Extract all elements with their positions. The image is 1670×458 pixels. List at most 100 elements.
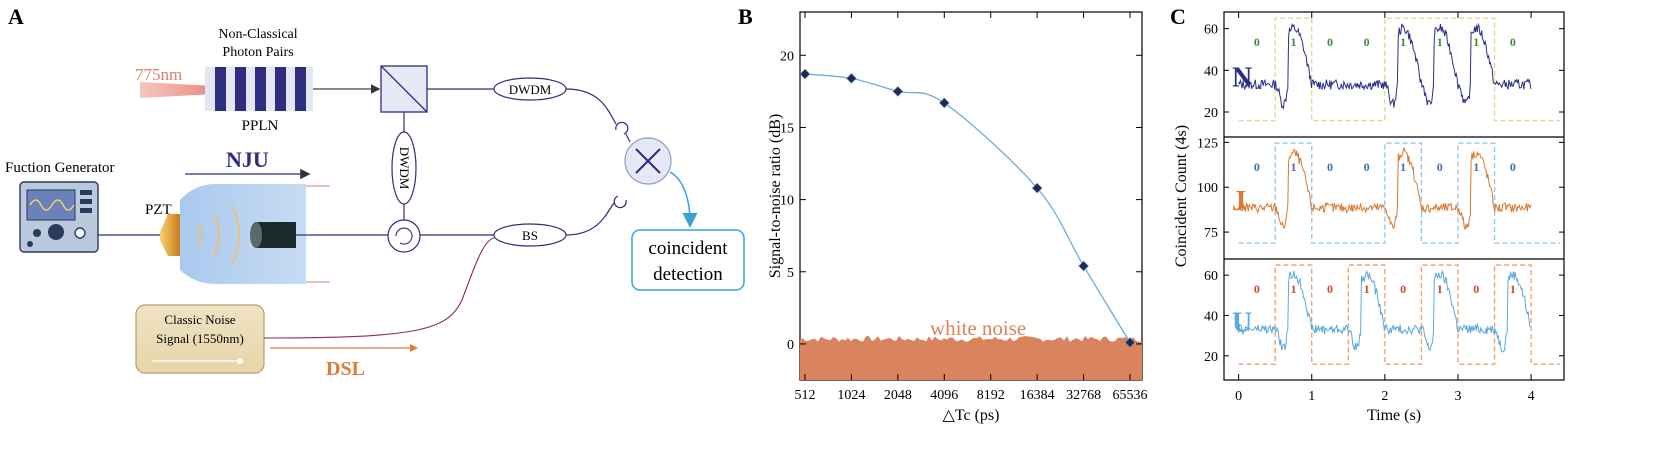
nju-label: NJU	[226, 147, 269, 172]
fiber-bs-detector2	[565, 202, 615, 236]
panel-label-b: B	[738, 4, 753, 29]
row-u: 20 40 60 0 1 0 1 0 1 0 1 U	[1204, 264, 1564, 365]
noise-label-line2: Signal (1550nm)	[156, 331, 244, 346]
bit-label: 1	[1290, 160, 1296, 174]
bit-label: 1	[1437, 282, 1443, 296]
signal-trace	[1238, 147, 1532, 230]
function-generator	[19, 181, 99, 253]
bit-label: 0	[1254, 35, 1260, 49]
x-tick-label: 4096	[930, 388, 958, 403]
ppln-crystal	[205, 67, 313, 111]
y-tick-label: 125	[1197, 136, 1218, 151]
y-tick-label: 0	[787, 338, 794, 353]
bit-label: 0	[1327, 160, 1333, 174]
snr-data-point	[938, 97, 950, 109]
y-tick-label: 60	[1204, 269, 1218, 284]
panel-b: B 512 1024 2048 4096 8192 16384 32768 65536 0 5 10…	[738, 4, 1148, 424]
x-tick-label: 32768	[1066, 388, 1101, 403]
panel-label-c: C	[1170, 4, 1186, 29]
x-tick-label: 1024	[837, 388, 865, 403]
dwdm-vertical: DWDM	[391, 131, 417, 205]
bit-label: 1	[1364, 282, 1370, 296]
snr-data-point	[892, 85, 904, 97]
detection-arrow	[669, 171, 698, 228]
chart-b-ylabel: Signal-to-noise ratio (dB)	[767, 114, 784, 278]
ppln-label: PPLN	[242, 118, 279, 134]
bit-envelope	[1238, 264, 1561, 365]
white-noise-band	[800, 335, 1142, 380]
x-tick-label: 65536	[1113, 388, 1148, 403]
x-tick-label: 1	[1308, 389, 1315, 404]
bit-label: 0	[1400, 282, 1406, 296]
bit-label: 1	[1400, 160, 1406, 174]
y-tick-label: 20	[1204, 350, 1218, 365]
snr-markers	[799, 68, 1136, 348]
y-tick-label: 40	[1204, 64, 1218, 79]
y-tick-label: 20	[1204, 106, 1218, 121]
snr-data-point	[1078, 260, 1089, 272]
bit-label: 1	[1473, 35, 1479, 49]
white-noise-annotation: white noise	[930, 316, 1026, 340]
signal-trace	[1238, 22, 1532, 111]
function-generator-label: Fuction Generator	[5, 160, 115, 176]
bit-label: 1	[1400, 35, 1406, 49]
chart-c-ylabel: Coincident Count (4s)	[1173, 125, 1190, 267]
detection-label-line2: detection	[653, 264, 723, 285]
x-tick-label: 2	[1381, 389, 1388, 404]
bit-envelope	[1238, 17, 1561, 122]
chart-c-xticks: 0 1 2 3 4	[1235, 12, 1535, 404]
signal-trace	[1238, 270, 1532, 353]
x-tick-label: 8192	[977, 388, 1005, 403]
chart-b-xlabel: △Tc (ps)	[943, 407, 1000, 424]
x-tick-label: 4	[1528, 389, 1535, 404]
detector-apd-1	[615, 121, 629, 135]
snr-data-point	[799, 68, 811, 80]
white-noise-fill	[800, 335, 1142, 380]
coincidence-multiplier	[624, 137, 672, 185]
sound-wave-3	[231, 205, 240, 265]
bit-label: 1	[1473, 160, 1479, 174]
bit-label: 0	[1364, 35, 1370, 49]
chart-c-xlabel: Time (s)	[1367, 407, 1421, 424]
circulator	[387, 219, 421, 253]
pzt-element	[160, 214, 180, 256]
resonator-horn	[180, 184, 306, 284]
noise-label-line1: Classic Noise	[164, 312, 235, 327]
bit-envelope	[1238, 142, 1561, 244]
coincident-detection-box: coincident detection	[631, 229, 745, 291]
y-tick-label: 5	[787, 266, 794, 281]
x-tick-label: 16384	[1020, 388, 1055, 403]
bit-label: 0	[1254, 160, 1260, 174]
snr-data-point	[1031, 182, 1043, 194]
beam-splitter-cube	[380, 65, 428, 113]
classic-noise-box: Classic Noise Signal (1550nm)	[135, 304, 265, 374]
pzt-label: PZT	[145, 202, 172, 218]
dsl-label: DSL	[326, 358, 365, 380]
y-tick-label: 10	[780, 194, 794, 209]
photon-pairs-label-line1: Non-Classical	[218, 27, 297, 42]
bit-label: 1	[1290, 282, 1296, 296]
y-tick-label: 60	[1204, 23, 1218, 38]
bit-label: 1	[1437, 35, 1443, 49]
dwdm-top-label: DWDM	[509, 82, 552, 97]
y-tick-label: 20	[780, 49, 794, 64]
detection-label-line1: coincident	[648, 238, 728, 259]
bs-label: BS	[522, 228, 538, 243]
fiber-dwdm-detector1	[565, 88, 617, 125]
laser-beam	[140, 82, 215, 98]
bit-label: 0	[1327, 282, 1333, 296]
row-letter: N	[1232, 63, 1252, 94]
fiber-noise-bs	[263, 237, 495, 339]
snr-fit-curve	[804, 73, 1131, 343]
fiber-spool	[250, 222, 296, 248]
sound-wave-1	[197, 223, 202, 247]
snr-data-point	[846, 73, 857, 84]
x-tick-label: 3	[1454, 389, 1461, 404]
x-tick-label: 512	[795, 388, 816, 403]
row-letter: U	[1232, 308, 1252, 339]
